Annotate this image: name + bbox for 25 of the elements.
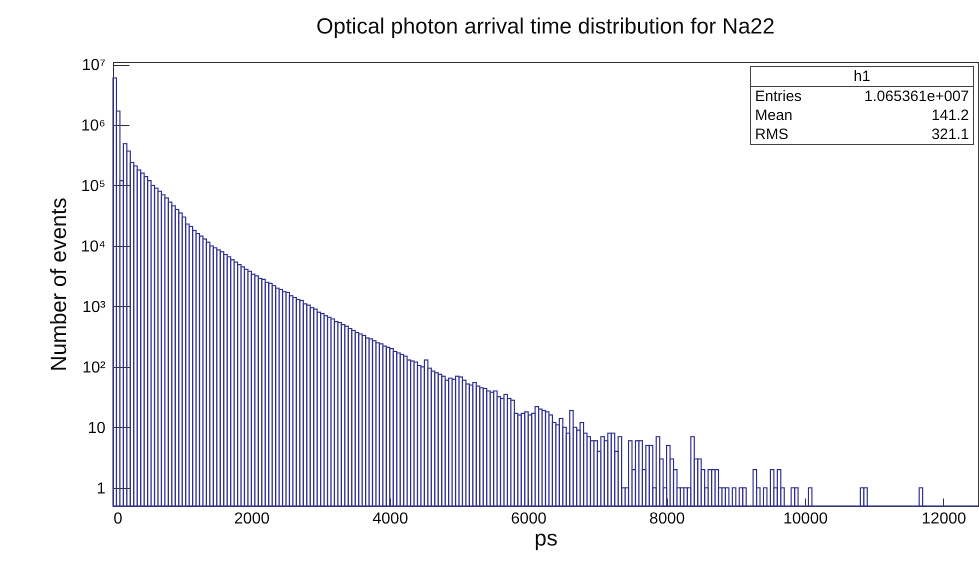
x-tick-label: 10000 xyxy=(783,510,828,528)
y-tick-label: 10² xyxy=(82,359,106,376)
y-tick-label: 10⁷ xyxy=(82,57,106,74)
x-tick-label: 6000 xyxy=(510,510,547,528)
x-tick-label: 2000 xyxy=(234,510,270,528)
x-tick-label: 12000 xyxy=(922,510,966,528)
x-axis-title: ps xyxy=(534,526,558,550)
y-tick-label: 10⁵ xyxy=(81,178,106,195)
x-tick-label: 4000 xyxy=(372,510,408,528)
x-tick-label: 8000 xyxy=(649,510,685,528)
y-tick-label: 10⁶ xyxy=(81,117,106,134)
y-tick-label: 1 xyxy=(96,480,106,498)
annotation: 321.1 xyxy=(931,125,969,144)
chart-title: Optical photon arrival time distribution for Na22 xyxy=(316,14,775,39)
y-tick-label: 10³ xyxy=(82,298,106,316)
y-tick-label: 10 xyxy=(88,420,106,437)
annotation: Entries xyxy=(755,87,802,106)
y-axis-title: Number of events xyxy=(46,198,71,372)
annotation: 141.2 xyxy=(931,106,969,125)
x-tick-label: 0 xyxy=(114,510,122,528)
y-tick-label: 10⁴ xyxy=(80,238,106,256)
annotation: 1.065361e+007 xyxy=(864,87,969,106)
annotation: h1 xyxy=(751,67,973,87)
annotation: RMS xyxy=(755,125,788,144)
annotation: Mean xyxy=(755,106,793,125)
